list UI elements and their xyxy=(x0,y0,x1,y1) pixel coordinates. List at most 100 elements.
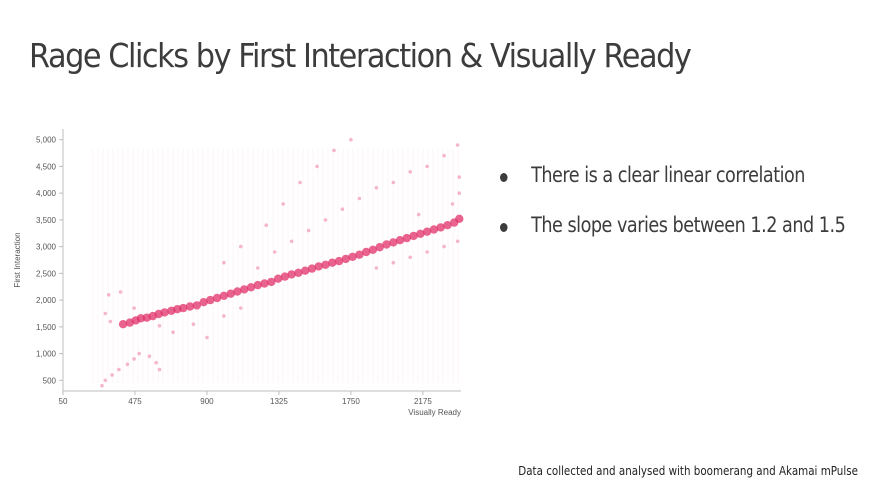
y-tick-label: 500 xyxy=(43,376,57,385)
scatter-point xyxy=(272,250,277,254)
scatter-point xyxy=(110,373,114,377)
scatter-point xyxy=(154,360,158,365)
scatter-point xyxy=(422,227,432,236)
scatter-point xyxy=(219,291,229,300)
x-tick-label: 50 xyxy=(59,397,68,406)
scatter-point xyxy=(125,362,130,367)
scatter-point xyxy=(321,260,330,269)
scatter-point xyxy=(294,268,303,277)
scatter-point xyxy=(306,228,311,233)
scatter-point xyxy=(192,301,201,310)
scatter-point xyxy=(307,264,317,273)
bullet-list: There is a clear linear correlation The … xyxy=(500,163,880,263)
scatter-point xyxy=(436,223,445,232)
scatter-point xyxy=(323,218,328,222)
scatter-point xyxy=(253,280,262,290)
scatter-point xyxy=(287,270,296,279)
scatter-point xyxy=(273,274,283,283)
scatter-point xyxy=(301,266,310,275)
scatter-chart: 500 1,000 1,500 2,000 2,500 3,000 3,500 4,000 4,… xyxy=(8,124,470,424)
scatter-point xyxy=(442,244,446,249)
bullet-text: The slope varies between 1.2 and 1.5 xyxy=(531,213,846,237)
scatter-point xyxy=(334,256,344,266)
y-tick-label: 4,500 xyxy=(36,162,57,171)
scatter-point xyxy=(416,212,421,217)
scatter-point xyxy=(362,247,371,257)
scatter-point xyxy=(246,283,256,292)
scatter-point xyxy=(425,164,429,169)
x-tick-label: 1750 xyxy=(342,397,360,406)
scatter-point xyxy=(442,153,446,158)
scatter-point xyxy=(348,252,357,261)
y-tick-label: 1,000 xyxy=(36,350,57,359)
scatter-point xyxy=(222,260,226,265)
scatter-point xyxy=(160,308,169,317)
scatter-point xyxy=(457,175,462,179)
y-tick-label: 3,000 xyxy=(36,243,57,252)
chart-vertical-guides xyxy=(92,149,459,383)
scatter-point xyxy=(368,245,378,254)
scatter-point xyxy=(103,311,108,316)
y-tick-label: 3,500 xyxy=(36,216,57,225)
scatter-point xyxy=(118,290,123,294)
scatter-point xyxy=(355,250,364,259)
scatter-point xyxy=(205,335,209,340)
scatter-point xyxy=(206,295,215,305)
scatter-point xyxy=(315,164,319,169)
scatter-point xyxy=(391,180,396,185)
scatter-point xyxy=(455,214,464,223)
chart-ticks: 500 1,000 1,500 2,000 2,500 3,000 3,500 4,000 4,… xyxy=(36,136,432,406)
scatter-point xyxy=(328,258,337,267)
scatter-point xyxy=(222,314,226,318)
y-tick-label: 2,000 xyxy=(36,296,57,305)
x-tick-label: 900 xyxy=(200,397,214,406)
scatter-point xyxy=(260,279,269,288)
y-tick-label: 4,000 xyxy=(36,189,57,198)
scatter-point xyxy=(408,255,413,260)
y-tick-label: 5,000 xyxy=(36,136,57,145)
scatter-point xyxy=(314,262,323,271)
scatter-point xyxy=(106,293,111,297)
chart-points xyxy=(100,137,464,388)
scatter-point xyxy=(157,367,162,372)
scatter-point xyxy=(425,250,429,254)
y-axis-label: First Interaction xyxy=(13,232,22,287)
scatter-point xyxy=(457,191,462,195)
slide-title: Rage Clicks by First Interaction & Visua… xyxy=(29,36,692,75)
scatter-point xyxy=(450,202,455,206)
scatter-point xyxy=(409,231,418,241)
scatter-point xyxy=(239,306,243,310)
y-tick-label: 1,500 xyxy=(36,323,57,332)
scatter-point xyxy=(374,186,379,190)
x-tick-label: 475 xyxy=(128,397,142,406)
footer-note: Data collected and analysed with boomera… xyxy=(518,464,858,478)
scatter-point xyxy=(289,239,294,244)
scatter-point xyxy=(108,319,113,324)
scatter-point xyxy=(185,302,195,311)
scatter-point xyxy=(117,367,121,372)
scatter-point xyxy=(233,287,242,296)
x-axis-label: Visually Ready xyxy=(408,408,461,417)
scatter-point xyxy=(443,221,452,230)
scatter-point xyxy=(157,324,162,328)
scatter-point xyxy=(256,266,260,270)
bullet-item: There is a clear linear correlation xyxy=(500,163,845,187)
scatter-point xyxy=(429,225,439,234)
scatter-point xyxy=(132,306,136,310)
x-tick-label: 2175 xyxy=(414,397,432,406)
scatter-point xyxy=(147,354,152,358)
scatter-point xyxy=(179,303,188,313)
scatter-point xyxy=(391,260,396,265)
scatter-point xyxy=(171,330,175,334)
scatter-point xyxy=(267,277,276,287)
scatter-point xyxy=(226,289,235,298)
scatter-point xyxy=(191,322,196,326)
scatter-point xyxy=(118,320,128,329)
scatter-point xyxy=(280,272,290,281)
scatter-point xyxy=(455,143,460,147)
scatter-point xyxy=(132,357,136,361)
bullet-item: The slope varies between 1.2 and 1.5 xyxy=(500,213,846,237)
scatter-point xyxy=(332,148,336,153)
scatter-point xyxy=(408,170,413,174)
scatter-point xyxy=(416,229,425,238)
